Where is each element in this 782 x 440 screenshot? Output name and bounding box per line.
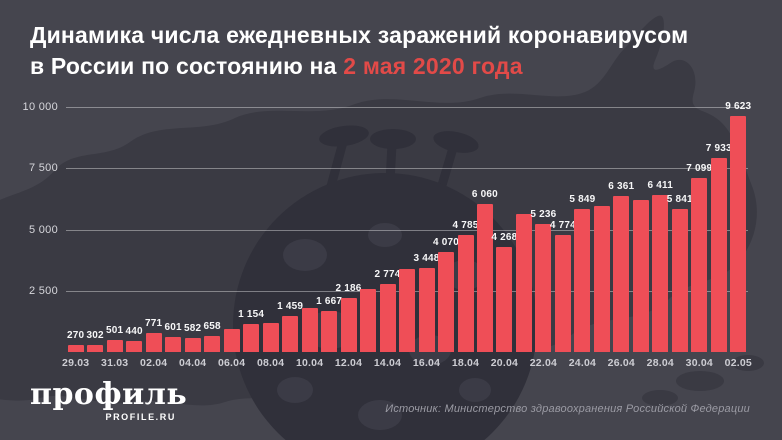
bar-value-label: 2 186 [335, 283, 362, 295]
chart-title-line1: Динамика числа ежедневных заражений коро… [30, 22, 689, 48]
bar [730, 116, 747, 352]
bar [691, 178, 708, 352]
y-axis-tick-label: 5 000 [28, 223, 58, 236]
bar-value-label: 440 [125, 326, 143, 338]
bar [204, 335, 221, 352]
x-axis-tick-label: 24.04 [568, 357, 597, 369]
bar [243, 323, 260, 352]
bar-value-label: 4 070 [432, 237, 460, 249]
bar-value-label: 6 361 [608, 181, 635, 193]
bar-value-label: 4 774 [549, 220, 576, 231]
bar [496, 247, 513, 352]
x-axis-tick-label: 04.04 [179, 357, 207, 369]
bar [457, 234, 474, 352]
x-axis-tick-label: 26.04 [607, 357, 635, 369]
bar [106, 339, 123, 352]
x-axis-tick-label: 02.05 [724, 357, 752, 369]
bar-value-label: 270 [67, 330, 85, 342]
x-axis-tick-label: 14.04 [373, 357, 402, 369]
source-attribution: Источник: Министерство здравоохранения Р… [385, 403, 750, 415]
x-axis-tick-label: 06.04 [217, 357, 246, 369]
x-axis-tick-label: 10.04 [295, 357, 324, 369]
bar-value-label: 501 [106, 324, 124, 336]
bar [321, 311, 338, 352]
x-axis-tick-label: 18.04 [451, 357, 480, 369]
bar [223, 328, 240, 352]
bar [535, 223, 552, 352]
bar [282, 316, 299, 352]
x-axis-tick-label: 20.04 [490, 357, 519, 369]
chart-title-line2: в России по состоянию на [30, 53, 344, 79]
bar [593, 205, 610, 352]
bar [399, 269, 415, 352]
bar-value-label: 9 623 [725, 101, 752, 113]
y-axis-tick-label: 10 000 [22, 101, 58, 113]
x-axis-tick-label: 30.04 [685, 357, 713, 369]
gridline [66, 107, 748, 108]
profile-logo: профиль PROFILE.RU [30, 377, 188, 423]
bar [360, 289, 376, 352]
bar [613, 196, 630, 352]
x-axis-tick-label: 08.04 [256, 357, 285, 369]
bar-value-label: 7 933 [705, 142, 732, 154]
bar [438, 252, 454, 352]
bar [652, 194, 669, 352]
bar-value-label: 1 154 [238, 308, 265, 320]
bar-value-label: 4 785 [452, 219, 479, 231]
bar [574, 208, 591, 352]
bar-value-label: 302 [86, 329, 104, 341]
chart-title: Динамика числа ежедневных заражений коро… [30, 20, 750, 82]
bar-value-label: 601 [164, 322, 182, 334]
bar [476, 203, 493, 352]
profile-logo-domain: PROFILE.RU [105, 412, 176, 422]
x-axis-tick-label: 28.04 [646, 357, 674, 369]
bar [554, 235, 571, 352]
x-axis-tick-label: 31.03 [101, 357, 129, 369]
bar [671, 208, 688, 352]
bar [418, 267, 435, 352]
x-axis-tick-label: 22.04 [529, 357, 558, 369]
bar-value-label: 6 060 [471, 188, 498, 200]
gridline [66, 229, 748, 231]
bar [340, 298, 357, 352]
bar [515, 213, 532, 352]
bar-value-label: 3 448 [413, 252, 440, 264]
bar [67, 345, 84, 352]
bar-value-label: 2 774 [374, 269, 401, 280]
bar-value-label: 5 236 [530, 208, 557, 220]
bar-value-label: 7 099 [686, 163, 713, 175]
bar [165, 337, 182, 352]
y-axis-tick-label: 2 500 [28, 284, 58, 297]
bar [379, 284, 396, 352]
bar-value-label: 5 841 [666, 193, 693, 205]
bar-value-label: 771 [145, 318, 163, 330]
bar [632, 200, 649, 352]
x-axis-tick-label: 29.03 [62, 357, 90, 369]
bar [145, 333, 162, 352]
bar [262, 323, 279, 352]
bar-value-label: 6 411 [647, 179, 674, 191]
bar-value-label: 4 268 [491, 232, 518, 244]
x-axis-tick-label: 16.04 [412, 357, 441, 369]
bar [87, 344, 104, 352]
bar-value-label: 5 849 [569, 193, 596, 205]
bar-value-label: 1 667 [316, 296, 343, 308]
x-axis-tick-label: 02.04 [140, 357, 168, 369]
bar [184, 337, 201, 352]
y-axis-tick-label: 7 500 [28, 162, 58, 175]
profile-logo-wordmark: профиль [30, 377, 188, 412]
bar-value-label: 1 459 [277, 301, 304, 313]
bar [301, 308, 318, 352]
bar-value-label: 658 [203, 320, 221, 332]
gridline [66, 168, 748, 170]
bar-value-label: 582 [184, 322, 202, 334]
bar [710, 157, 727, 352]
chart-title-date-highlight: 2 мая 2020 года [343, 53, 523, 79]
x-axis-tick-label: 12.04 [334, 357, 363, 369]
bar [126, 341, 143, 352]
